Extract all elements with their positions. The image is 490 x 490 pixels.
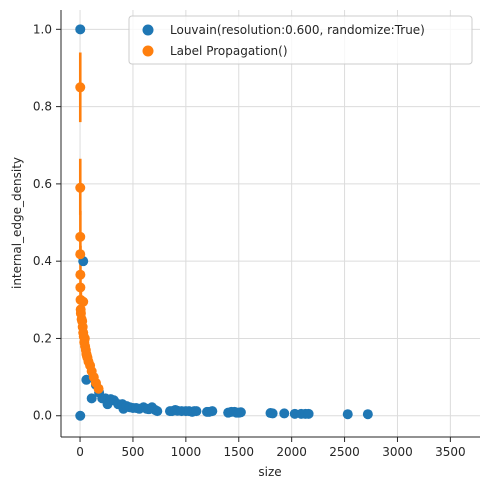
label-propagation-point	[93, 383, 104, 394]
x-tick-labels: 0 500 1000 1500 2000 2500 3000 3500	[76, 437, 466, 459]
legend-label-louvain: Louvain(resolution:0.600, randomize:True…	[170, 23, 425, 37]
x-tick-label: 0	[76, 445, 84, 459]
label-propagation-point	[75, 282, 86, 293]
legend-marker-label-propagation	[142, 45, 154, 57]
y-tick-label: 0.2	[33, 331, 52, 345]
louvain-point	[342, 409, 353, 420]
y-tick-label: 0.8	[33, 100, 52, 114]
x-tick-label: 3500	[435, 445, 466, 459]
data-points	[75, 24, 373, 421]
x-tick-label: 3000	[382, 445, 413, 459]
louvain-point	[267, 408, 278, 419]
grid	[61, 10, 480, 437]
label-propagation-point	[78, 296, 89, 307]
label-propagation-point	[75, 182, 86, 193]
y-tick-labels: 0.0 0.2 0.4 0.6 0.8 1.0	[33, 22, 61, 423]
y-tick-label: 0.0	[33, 409, 52, 423]
x-tick-label: 500	[121, 445, 144, 459]
x-axis-label: size	[258, 465, 281, 479]
x-tick-label: 2500	[329, 445, 360, 459]
louvain-point	[362, 409, 373, 420]
louvain-point	[75, 24, 86, 35]
legend-frame	[128, 15, 473, 65]
label-propagation-point	[79, 333, 90, 344]
louvain-point	[235, 407, 246, 418]
y-tick-label: 1.0	[33, 22, 52, 36]
legend-label-label-propagation: Label Propagation()	[170, 44, 288, 58]
y-axis-label: internal_edge_density	[10, 157, 24, 289]
label-propagation-point	[75, 269, 86, 280]
legend: Louvain(resolution:0.600, randomize:True…	[128, 15, 473, 65]
label-propagation-point	[75, 231, 86, 242]
louvain-point	[303, 408, 314, 419]
label-propagation-point	[75, 249, 86, 260]
louvain-point	[75, 410, 86, 421]
legend-marker-louvain	[142, 24, 154, 36]
x-tick-label: 1000	[171, 445, 202, 459]
y-tick-label: 0.4	[33, 254, 52, 268]
x-tick-label: 2000	[276, 445, 307, 459]
label-propagation-point	[75, 82, 86, 93]
louvain-point	[86, 393, 97, 404]
louvain-point	[279, 408, 290, 419]
label-propagation-point	[81, 350, 92, 361]
louvain-point	[152, 406, 163, 417]
y-tick-label: 0.6	[33, 177, 52, 191]
x-tick-label: 1500	[223, 445, 254, 459]
louvain-point	[191, 406, 202, 417]
axes	[60, 10, 480, 438]
louvain-point	[207, 406, 218, 417]
